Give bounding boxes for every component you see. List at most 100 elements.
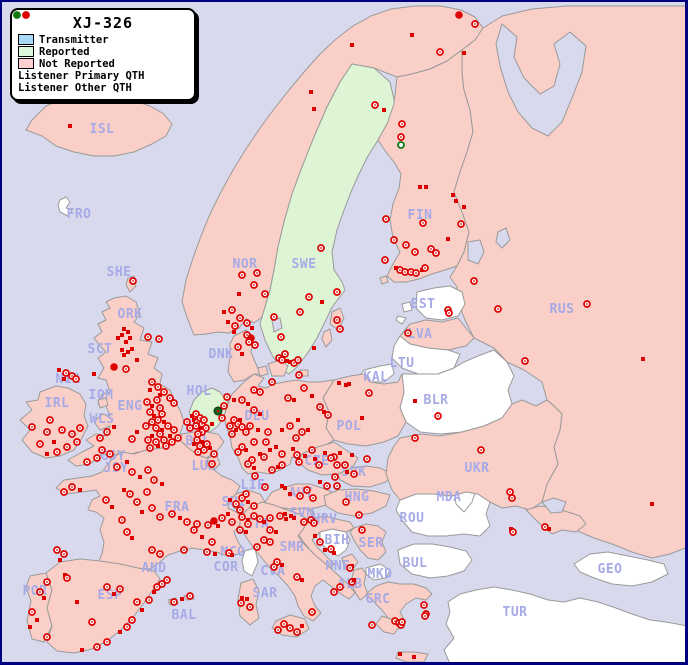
listener-primary-qth-marker[interactable] <box>186 424 194 432</box>
listener-other-qth-marker[interactable] <box>200 535 204 539</box>
listener-other-qth-marker[interactable] <box>208 446 212 450</box>
listener-other-qth-marker[interactable] <box>345 470 349 474</box>
listener-primary-qth-marker[interactable] <box>142 422 150 430</box>
listener-primary-qth-marker[interactable] <box>248 456 256 464</box>
listener-primary-qth-marker[interactable] <box>346 564 354 572</box>
listener-primary-qth-marker[interactable] <box>336 325 344 333</box>
listener-other-qth-marker[interactable] <box>116 336 120 340</box>
listener-primary-qth-marker[interactable] <box>295 458 303 466</box>
listener-other-qth-marker[interactable] <box>268 448 272 452</box>
listener-primary-qth-marker[interactable] <box>333 288 341 296</box>
listener-primary-qth-marker[interactable] <box>445 309 453 317</box>
listener-primary-qth-marker[interactable] <box>331 473 339 481</box>
listener-other-qth-marker[interactable] <box>126 330 130 334</box>
listener-primary-qth-marker[interactable] <box>83 458 91 466</box>
listener-primary-qth-marker[interactable] <box>190 526 198 534</box>
listener-primary-qth-marker[interactable] <box>43 633 51 641</box>
listener-primary-qth-marker[interactable] <box>342 498 350 506</box>
listener-other-qth-marker[interactable] <box>158 393 162 397</box>
listener-other-qth-marker[interactable] <box>410 33 414 37</box>
listener-other-qth-marker[interactable] <box>332 551 336 555</box>
listener-other-qth-marker[interactable] <box>451 193 455 197</box>
listener-other-qth-marker[interactable] <box>192 442 196 446</box>
listener-primary-qth-marker[interactable] <box>470 277 478 285</box>
listener-primary-qth-marker[interactable] <box>158 410 166 418</box>
listener-primary-qth-marker[interactable] <box>308 608 316 616</box>
listener-primary-qth-marker[interactable] <box>256 515 264 523</box>
listener-primary-qth-marker[interactable] <box>129 277 137 285</box>
listener-other-qth-marker[interactable] <box>285 359 289 363</box>
listener-primary-qth-marker[interactable] <box>494 305 502 313</box>
listener-other-qth-marker[interactable] <box>252 466 256 470</box>
listener-primary-qth-marker[interactable] <box>123 623 131 631</box>
listener-primary-qth-marker[interactable] <box>521 357 529 365</box>
listener-primary-qth-marker[interactable] <box>133 598 141 606</box>
listener-other-qth-marker[interactable] <box>280 484 284 488</box>
listener-other-qth-marker[interactable] <box>57 368 61 372</box>
listener-primary-qth-marker[interactable] <box>88 618 96 626</box>
listener-primary-qth-marker[interactable] <box>293 451 301 459</box>
listener-primary-qth-marker[interactable] <box>93 643 101 651</box>
listener-primary-qth-marker[interactable] <box>250 406 258 414</box>
listener-primary-qth-marker[interactable] <box>148 418 156 426</box>
listener-primary-qth-marker[interactable] <box>286 624 294 632</box>
listener-other-qth-marker[interactable] <box>232 330 236 334</box>
listener-primary-qth-marker[interactable] <box>156 430 164 438</box>
listener-other-qth-marker[interactable] <box>288 360 292 364</box>
listener-primary-qth-marker[interactable] <box>204 521 212 529</box>
listener-primary-qth-marker[interactable] <box>228 306 236 314</box>
listener-other-qth-marker[interactable] <box>246 500 250 504</box>
listener-primary-qth-marker[interactable] <box>43 428 51 436</box>
country-esp[interactable] <box>45 558 161 654</box>
listener-other-qth-marker[interactable] <box>360 416 364 420</box>
listener-other-qth-marker[interactable] <box>412 655 416 659</box>
listener-marker-large[interactable] <box>210 517 218 525</box>
listener-primary-qth-marker[interactable] <box>270 563 278 571</box>
listener-primary-qth-marker[interactable] <box>309 494 317 502</box>
listener-other-qth-marker[interactable] <box>135 430 139 434</box>
listener-other-qth-marker[interactable] <box>122 327 126 331</box>
country-aland[interactable] <box>379 275 389 285</box>
listener-primary-qth-marker[interactable] <box>250 502 258 510</box>
listener-primary-qth-marker[interactable] <box>316 538 324 546</box>
listener-other-qth-marker[interactable] <box>312 346 316 350</box>
listener-primary-qth-marker[interactable] <box>73 438 81 446</box>
listener-primary-qth-marker[interactable] <box>315 461 323 469</box>
listener-primary-qth-marker[interactable] <box>238 443 246 451</box>
listener-primary-qth-marker[interactable] <box>183 418 191 426</box>
listener-primary-qth-marker[interactable] <box>63 443 71 451</box>
listener-primary-qth-marker[interactable] <box>243 319 251 327</box>
country-hng[interactable] <box>323 488 391 517</box>
listener-primary-qth-marker[interactable] <box>180 546 188 554</box>
listener-primary-qth-marker[interactable] <box>402 241 410 249</box>
listener-primary-qth-marker[interactable] <box>250 512 258 520</box>
listener-other-qth-marker[interactable] <box>156 444 160 448</box>
listener-primary-qth-marker[interactable] <box>166 394 174 402</box>
listener-primary-qth-marker[interactable] <box>317 244 325 252</box>
listener-primary-qth-marker[interactable] <box>46 416 54 424</box>
listener-primary-qth-marker[interactable] <box>398 618 406 626</box>
listener-primary-qth-marker[interactable] <box>53 448 61 456</box>
listener-primary-qth-marker[interactable] <box>156 550 164 558</box>
listener-primary-qth-marker[interactable] <box>192 422 200 430</box>
listener-other-qth-marker[interactable] <box>547 527 551 531</box>
listener-primary-qth-marker[interactable] <box>143 488 151 496</box>
listener-primary-qth-marker[interactable] <box>280 620 288 628</box>
listener-primary-qth-marker[interactable] <box>284 394 292 402</box>
listener-primary-qth-marker[interactable] <box>163 576 171 584</box>
listener-primary-qth-marker[interactable] <box>220 402 228 410</box>
country-saaremaa-2[interactable] <box>395 315 407 325</box>
listener-primary-qth-marker[interactable] <box>63 574 71 582</box>
listener-primary-qth-marker[interactable] <box>231 322 239 330</box>
listener-primary-qth-marker[interactable] <box>298 428 306 436</box>
listener-primary-qth-marker[interactable] <box>277 333 285 341</box>
listener-primary-qth-marker[interactable] <box>144 436 152 444</box>
listener-primary-qth-marker[interactable] <box>156 513 164 521</box>
listener-primary-qth-marker[interactable] <box>266 526 274 534</box>
listener-marker-large[interactable] <box>455 11 463 19</box>
listener-primary-qth-marker[interactable] <box>293 573 301 581</box>
listener-other-qth-marker[interactable] <box>126 350 130 354</box>
listener-other-qth-marker[interactable] <box>62 377 66 381</box>
listener-primary-qth-marker[interactable] <box>218 414 226 422</box>
